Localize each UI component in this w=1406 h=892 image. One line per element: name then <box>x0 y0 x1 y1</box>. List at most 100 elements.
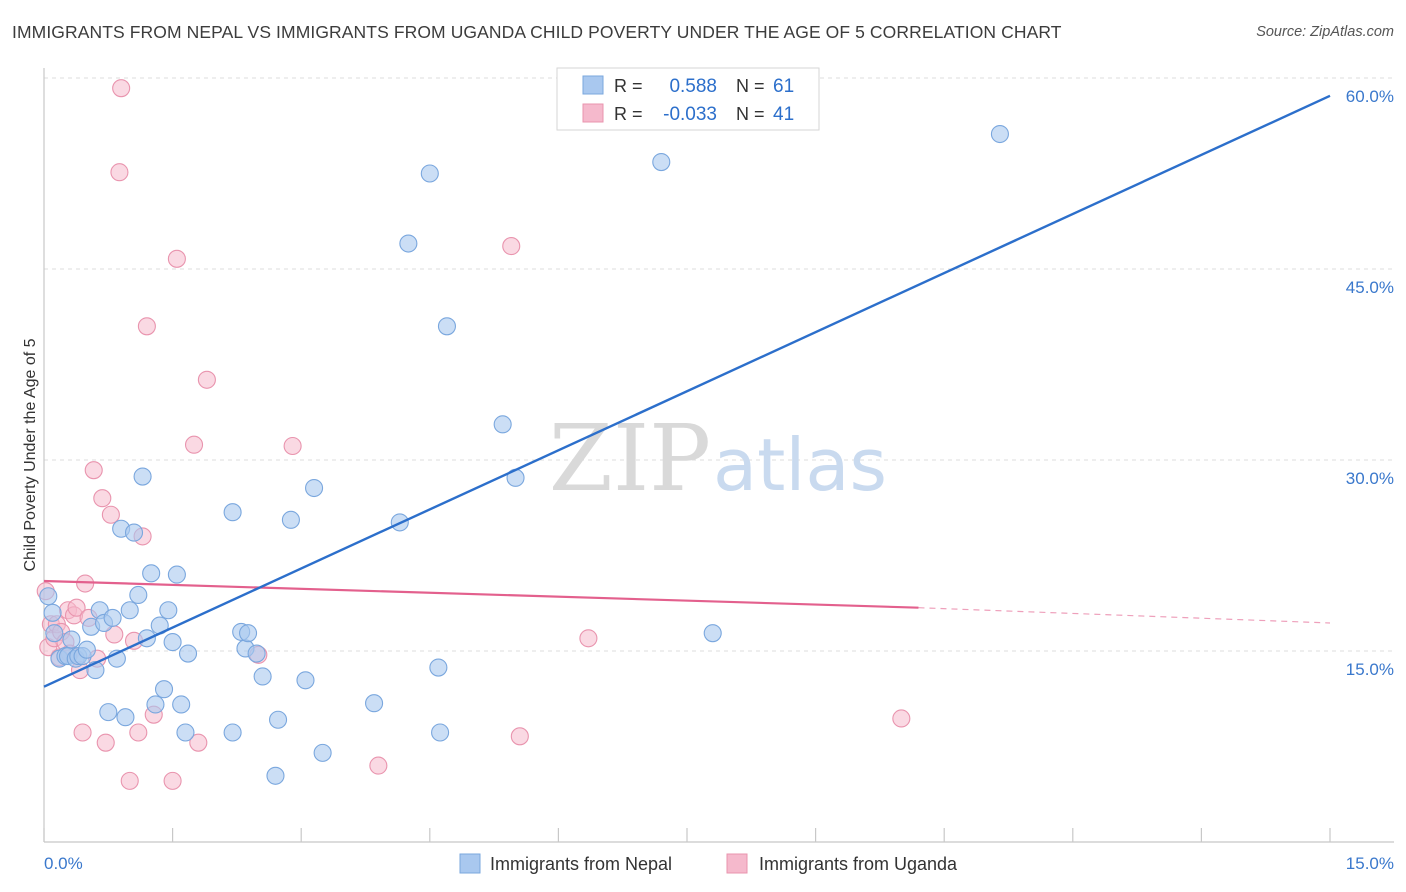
nepal-point <box>120 601 139 620</box>
uganda-point <box>120 771 139 790</box>
uganda-point <box>112 79 131 98</box>
legend-n-value-nepal: 61 <box>773 76 794 97</box>
uganda-point <box>96 733 115 752</box>
nepal-point <box>420 164 439 183</box>
y-tick-label: 60.0% <box>1346 87 1394 106</box>
nepal-point <box>399 234 418 253</box>
nepal-point <box>172 695 191 714</box>
nepal-point <box>116 708 135 727</box>
uganda-point <box>110 163 129 182</box>
legend-n-value-uganda: 41 <box>773 104 794 125</box>
watermark: ZIP atlas <box>549 405 887 512</box>
nepal-point <box>990 124 1009 144</box>
y-tick-label: 15.0% <box>1346 660 1394 679</box>
nepal-point <box>39 587 58 606</box>
nepal-point <box>142 564 161 583</box>
nepal-point <box>163 633 182 652</box>
y-axis-label: Child Poverty Under the Age of 5 <box>22 338 39 571</box>
nepal-point <box>313 743 332 762</box>
uganda-point <box>502 237 521 256</box>
nepal-point <box>154 680 174 699</box>
nepal-point <box>431 723 450 742</box>
legend-r-value-nepal: 0.588 <box>669 76 717 97</box>
legend-n-label-nepal: N = <box>736 76 765 96</box>
uganda-point <box>369 756 388 775</box>
uganda-point <box>76 574 95 593</box>
nepal-point <box>305 478 324 498</box>
nepal-point <box>429 658 448 677</box>
uganda-point <box>163 771 182 790</box>
legend-r-label-uganda: R = <box>614 104 643 124</box>
correlation-legend: R = 0.588 N = 61 R = -0.033 N = 41 <box>556 67 820 131</box>
trend-lines <box>43 94 1331 688</box>
nepal-point <box>266 766 285 785</box>
uganda-point <box>184 435 204 454</box>
nepal-point <box>146 695 165 714</box>
uganda-point <box>73 723 92 742</box>
nepal-point <box>253 667 272 686</box>
nepal-trend-line <box>43 94 1331 688</box>
uganda-trend-line-extrapolated <box>918 607 1331 624</box>
uganda-point <box>189 733 208 752</box>
x-tick-label-min: 0.0% <box>44 854 83 873</box>
nepal-point <box>223 723 242 742</box>
uganda-point <box>137 317 156 336</box>
nepal-point <box>493 415 512 434</box>
axes <box>43 68 1394 843</box>
uganda-point <box>510 727 529 746</box>
series-legend: Immigrants from Nepal Immigrants from Ug… <box>459 853 958 874</box>
legend-swatch-uganda <box>582 103 604 123</box>
nepal-point <box>99 703 118 722</box>
uganda-points <box>36 79 911 790</box>
uganda-point <box>93 489 112 508</box>
series-legend-swatch-nepal <box>459 853 481 874</box>
nepal-point <box>133 467 152 486</box>
nepal-point <box>129 585 148 605</box>
nepal-point <box>281 510 300 529</box>
nepal-point <box>247 644 266 663</box>
legend-n-label-uganda: N = <box>736 104 765 124</box>
nepal-points <box>39 124 1009 785</box>
uganda-point <box>283 436 302 456</box>
y-tick-label: 30.0% <box>1346 469 1394 488</box>
nepal-point <box>103 608 122 627</box>
nepal-point <box>652 152 671 172</box>
nepal-point <box>124 523 144 542</box>
series-legend-label-uganda: Immigrants from Uganda <box>759 854 958 874</box>
nepal-point <box>703 624 722 643</box>
nepal-point <box>238 624 258 643</box>
series-legend-label-nepal: Immigrants from Nepal <box>490 854 672 874</box>
uganda-trend-line <box>43 579 919 609</box>
x-axis-ticks <box>43 828 1331 842</box>
nepal-point <box>223 503 242 522</box>
uganda-point <box>67 598 86 617</box>
nepal-point <box>176 723 195 742</box>
nepal-point <box>43 603 62 622</box>
watermark-zip: ZIP <box>549 405 711 512</box>
y-tick-label: 45.0% <box>1346 278 1394 297</box>
legend-r-value-uganda: -0.033 <box>663 104 717 125</box>
uganda-point <box>129 723 148 742</box>
nepal-point <box>77 640 96 659</box>
uganda-point <box>101 505 120 524</box>
nepal-point <box>45 624 64 643</box>
uganda-point <box>84 461 103 480</box>
watermark-atlas: atlas <box>713 423 887 507</box>
legend-r-label-nepal: R = <box>614 76 643 96</box>
nepal-point <box>269 710 288 729</box>
nepal-point <box>437 317 456 336</box>
nepal-point <box>178 644 198 663</box>
x-tick-label-max: 15.0% <box>1346 854 1394 873</box>
uganda-point <box>579 629 598 648</box>
legend-swatch-nepal <box>582 75 604 95</box>
nepal-point <box>159 601 178 620</box>
nepal-point <box>296 671 315 690</box>
uganda-point <box>167 249 186 268</box>
nepal-point <box>365 694 384 713</box>
uganda-point <box>892 709 911 728</box>
nepal-point <box>62 630 81 649</box>
uganda-point <box>197 370 216 389</box>
chart-title: IMMIGRANTS FROM NEPAL VS IMMIGRANTS FROM… <box>12 22 1062 42</box>
chart-source: Source: ZipAtlas.com <box>1256 24 1394 40</box>
